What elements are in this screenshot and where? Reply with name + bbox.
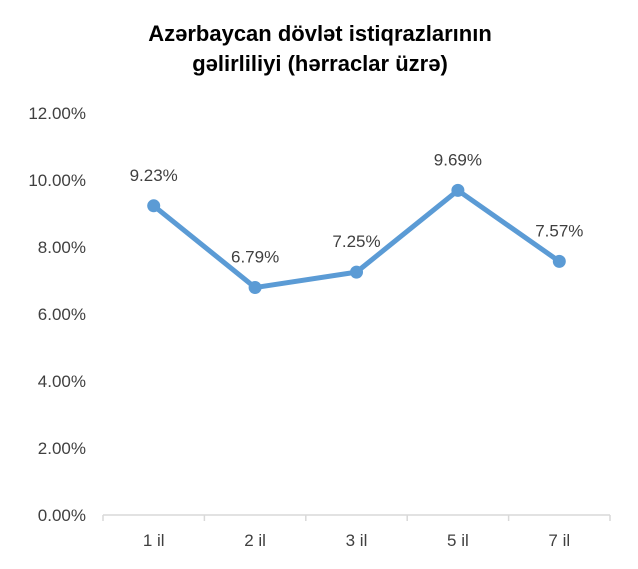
- x-tick-label: 5 il: [447, 531, 469, 550]
- y-tick-label: 8.00%: [38, 238, 86, 257]
- x-tick-label: 1 il: [143, 531, 165, 550]
- y-axis-tick-labels: 0.00% 2.00% 4.00% 6.00% 8.00% 10.00% 12.00%: [28, 104, 86, 525]
- y-tick-label: 10.00%: [28, 171, 86, 190]
- x-tick-label: 7 il: [548, 531, 570, 550]
- data-labels: 9.23% 6.79% 7.25% 9.69% 7.57%: [130, 150, 584, 266]
- axes: [102, 514, 611, 521]
- data-point: [552, 254, 566, 268]
- x-axis-tick-labels: 1 il 2 il 3 il 5 il 7 il: [143, 531, 570, 550]
- data-point: [350, 265, 363, 279]
- y-tick-label: 6.00%: [38, 305, 86, 324]
- x-tick-label: 2 il: [244, 531, 266, 550]
- y-tick-label: 2.00%: [38, 439, 86, 458]
- chart-title-line-2: gəlirliliyi (hərraclar üzrə): [192, 51, 448, 76]
- y-tick-label: 12.00%: [28, 104, 86, 123]
- data-points: [147, 183, 566, 295]
- data-label: 9.69%: [434, 150, 482, 169]
- data-point: [248, 281, 262, 295]
- y-tick-label: 4.00%: [38, 372, 86, 391]
- data-point: [147, 199, 161, 213]
- data-label: 7.25%: [332, 232, 380, 251]
- data-label: 6.79%: [231, 248, 279, 267]
- data-point: [451, 183, 465, 197]
- data-label: 9.23%: [130, 166, 178, 185]
- data-label: 7.57%: [535, 221, 583, 240]
- chart-title-line-1: Azərbaycan dövlət istiqrazlarının: [148, 21, 492, 46]
- x-tick-label: 3 il: [346, 531, 368, 550]
- y-tick-label: 0.00%: [38, 506, 86, 525]
